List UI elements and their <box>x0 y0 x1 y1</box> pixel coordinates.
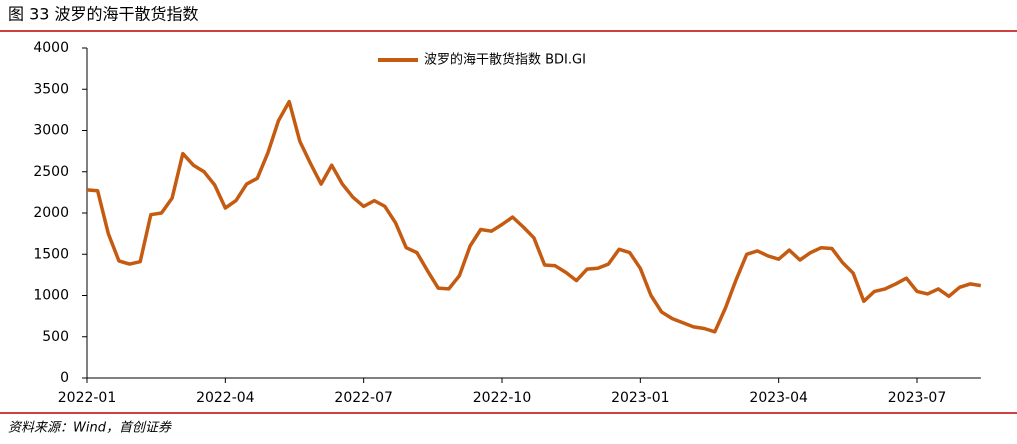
y-tick-label: 2500 <box>33 164 69 180</box>
source: 资料来源：Wind，首创证券 <box>8 421 172 436</box>
y-tick-label: 4000 <box>33 40 69 56</box>
y-tick-label: 1000 <box>33 288 69 304</box>
x-tick-label: 2023-07 <box>888 390 947 406</box>
y-tick-label: 2000 <box>33 205 69 221</box>
x-tick-label: 2023-01 <box>611 390 670 406</box>
y-tick-label: 500 <box>42 329 69 345</box>
x-tick-label: 2022-10 <box>473 390 532 406</box>
y-tick-label: 0 <box>60 370 69 386</box>
y-tick-label: 1500 <box>33 246 69 262</box>
series-line <box>86 99 982 334</box>
chart-title: 图 33 波罗的海干散货指数 <box>8 5 199 24</box>
x-tick-label: 2022-01 <box>58 390 117 406</box>
legend-label: 波罗的海干散货指数 BDI.GI <box>424 52 586 68</box>
y-tick-label: 3000 <box>33 123 69 139</box>
x-tick-label: 2022-04 <box>196 390 255 406</box>
x-tick-label: 2022-07 <box>334 390 393 406</box>
x-tick-label: 2023-04 <box>749 390 808 406</box>
y-tick-label: 3500 <box>33 81 69 97</box>
